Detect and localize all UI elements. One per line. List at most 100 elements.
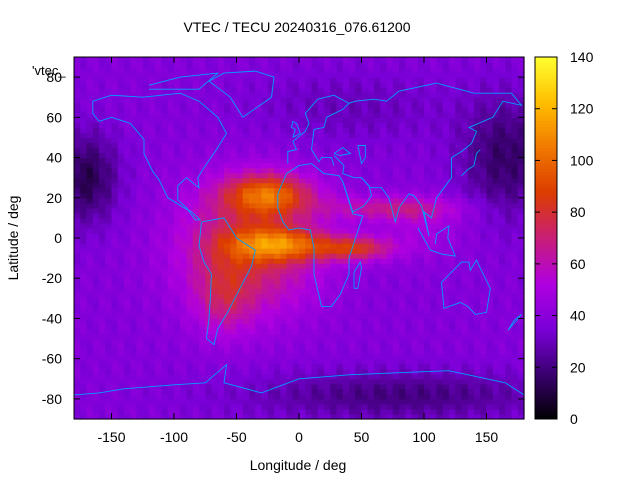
heat-cell [392, 298, 400, 304]
heat-cell [261, 273, 269, 279]
heat-cell [442, 187, 450, 194]
heat-cell [224, 338, 231, 345]
heat-cell [311, 388, 319, 395]
heat-cell [105, 222, 113, 229]
heat-cell [99, 268, 106, 274]
heat-cell [386, 368, 394, 375]
heat-cell [411, 328, 419, 335]
heat-cell [161, 67, 169, 73]
heat-cell [161, 403, 169, 410]
heat-cell [336, 147, 344, 154]
heat-cell [99, 408, 106, 415]
heat-cell [180, 192, 188, 199]
heat-cell [161, 82, 169, 88]
heat-cell [305, 403, 313, 410]
heat-cell [155, 77, 163, 83]
heat-cell [292, 87, 300, 93]
heat-cell [480, 152, 488, 159]
heat-cell [242, 192, 250, 199]
heat-cell [499, 403, 506, 410]
heat-cell [474, 182, 481, 189]
heat-cell [349, 328, 356, 335]
heat-cell [80, 353, 88, 360]
heat-cell [192, 308, 200, 315]
heat-cell [167, 167, 175, 174]
heat-cell [211, 303, 219, 309]
heat-cell [74, 338, 81, 345]
heat-cell [286, 338, 294, 345]
heat-cell [380, 328, 388, 335]
heat-cell [105, 273, 113, 279]
heat-cell [499, 202, 506, 209]
heat-cell [161, 212, 169, 219]
heat-cell [236, 353, 244, 360]
heat-cell [261, 298, 269, 304]
heat-cell [286, 293, 294, 299]
heat-cell [242, 323, 250, 330]
heat-cell [424, 67, 431, 73]
heat-cell [480, 378, 488, 385]
heat-cell [130, 92, 138, 98]
heat-cell [186, 72, 194, 78]
heat-cell [336, 268, 344, 274]
heat-cell [430, 413, 438, 420]
heat-cell [386, 398, 394, 405]
heat-cell [405, 378, 413, 385]
heat-cell [492, 293, 500, 299]
heat-cell [142, 368, 150, 375]
heat-cell [224, 243, 231, 249]
heat-cell [230, 222, 238, 229]
heat-cell [355, 368, 363, 375]
heat-cell [130, 373, 138, 380]
heat-cell [405, 243, 413, 249]
heat-cell [124, 398, 131, 405]
heat-cell [367, 92, 375, 98]
heat-cell [105, 383, 113, 390]
heat-cell [317, 87, 325, 93]
heat-cell [280, 253, 288, 259]
heat-cell [349, 162, 356, 169]
heat-cell [236, 107, 244, 113]
heat-cell [380, 348, 388, 355]
heat-cell [399, 197, 406, 204]
heat-cell [74, 253, 81, 259]
heat-cell [467, 57, 475, 63]
heat-cell [311, 92, 319, 98]
heat-cell [80, 248, 88, 254]
heat-cell [99, 368, 106, 375]
heat-cell [180, 273, 188, 279]
heat-cell [392, 152, 400, 159]
heat-cell [249, 238, 256, 244]
heat-cell [361, 107, 369, 113]
heat-cell [480, 142, 488, 149]
heat-cell [111, 333, 119, 340]
heat-cell [492, 82, 500, 88]
heat-cell [111, 283, 119, 289]
heat-cell [186, 388, 194, 395]
heat-cell [242, 132, 250, 139]
heat-cell [192, 127, 200, 134]
heat-cell [367, 388, 375, 395]
heat-cell [455, 413, 463, 420]
heat-cell [242, 308, 250, 315]
heat-cell [305, 67, 313, 73]
heat-cell [449, 303, 456, 309]
heat-cell [155, 283, 163, 289]
heat-cell [386, 363, 394, 370]
heat-cell [311, 283, 319, 289]
heat-cell [430, 172, 438, 179]
heat-cell [205, 368, 213, 375]
heat-cell [167, 318, 175, 325]
heat-cell [361, 323, 369, 330]
heat-cell [499, 57, 506, 63]
heat-cell [180, 293, 188, 299]
heat-cell [267, 72, 275, 78]
heat-cell [355, 308, 363, 315]
heat-cell [486, 207, 494, 214]
heat-cell [461, 202, 469, 209]
heat-cell [205, 328, 213, 335]
heat-cell [324, 207, 331, 214]
heat-cell [505, 363, 513, 370]
heat-cell [392, 202, 400, 209]
heat-cell [230, 363, 238, 370]
